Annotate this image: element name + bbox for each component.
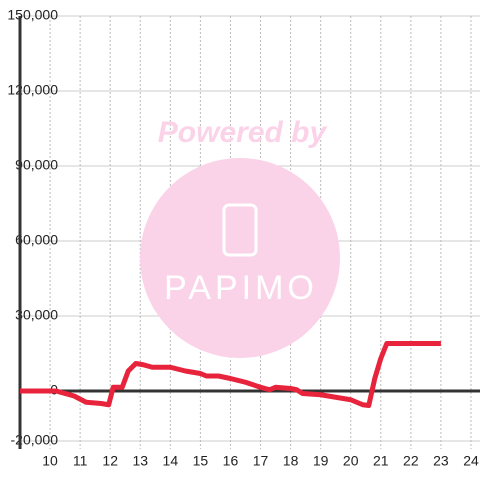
x-tick-label: 12	[102, 453, 118, 469]
x-tick-label: 24	[463, 453, 479, 469]
x-tick-label: 16	[223, 453, 239, 469]
x-tick-label: 10	[42, 453, 58, 469]
y-tick-label: 30,000	[15, 307, 58, 323]
x-tick-label: 22	[403, 453, 419, 469]
x-tick-label: 20	[343, 453, 359, 469]
x-tick-label: 21	[373, 453, 389, 469]
x-tick-label: 11	[73, 453, 88, 469]
watermark-logo	[140, 158, 340, 358]
watermark-phone	[222, 203, 258, 257]
x-tick-label: 13	[132, 453, 148, 469]
x-tick-label: 19	[313, 453, 329, 469]
y-tick-label: 120,000	[7, 82, 58, 98]
x-tick-label: 15	[193, 453, 209, 469]
y-tick-label: -20,000	[11, 432, 59, 448]
y-tick-label: 90,000	[15, 157, 58, 173]
data-line	[20, 341, 441, 408]
y-tick-label: 150,000	[7, 7, 58, 23]
x-tick-label: 23	[433, 453, 449, 469]
x-tick-label: 14	[163, 453, 179, 469]
watermark-text: Powered by	[158, 116, 328, 149]
x-tick-label: 17	[253, 453, 269, 469]
watermark-brand: PAPIMO	[164, 269, 318, 307]
y-tick-label: 60,000	[15, 232, 58, 248]
x-tick-label: 18	[283, 453, 299, 469]
